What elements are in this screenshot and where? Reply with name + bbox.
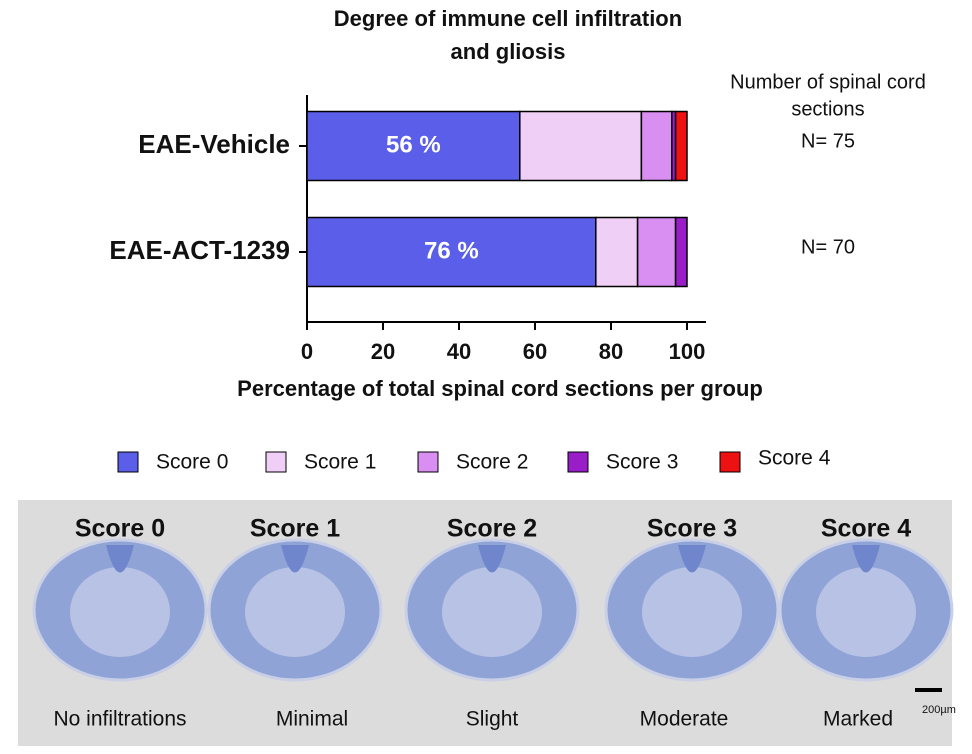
scale-label: 200µm	[922, 704, 956, 716]
x-tick-label: 60	[523, 339, 547, 364]
annotation: sections	[791, 98, 864, 120]
score-title: Score 1	[250, 515, 340, 543]
score-description: Slight	[466, 708, 519, 731]
section-horn	[678, 545, 706, 573]
legend-swatch	[117, 451, 139, 473]
y-tick-label: EAE-Vehicle	[138, 129, 290, 159]
section-inner	[442, 567, 542, 657]
bar-segment	[306, 110, 521, 182]
score-title: Score 2	[447, 515, 537, 543]
x-tick-label: 80	[599, 339, 623, 364]
section-horn	[281, 545, 309, 573]
legend-swatch	[417, 451, 439, 473]
x-tick-label: 20	[371, 339, 395, 364]
legend-label: Score 1	[304, 451, 376, 474]
section-horn	[106, 545, 134, 573]
data-label: 56 %	[386, 131, 441, 158]
bar-segment	[306, 216, 597, 288]
bar-segment	[636, 216, 677, 288]
section-inner	[70, 567, 170, 657]
score-title: Score 0	[75, 515, 165, 543]
section-inner	[816, 567, 916, 657]
n-label: N= 70	[801, 236, 855, 258]
score-description: No infiltrations	[53, 708, 186, 731]
section-horn	[478, 545, 506, 573]
bar-segment	[519, 110, 643, 182]
legend-label: Score 4	[758, 447, 831, 470]
x-axis-label: Percentage of total spinal cord sections…	[237, 376, 763, 401]
chart-title: Degree of immune cell infiltration	[334, 6, 682, 31]
data-label: 76 %	[424, 237, 479, 264]
legend-label: Score 2	[456, 451, 528, 474]
score-title: Score 4	[821, 515, 911, 543]
legend-label: Score 3	[606, 451, 678, 474]
bar-segment	[674, 110, 688, 182]
x-tick-label: 0	[301, 339, 313, 364]
section-horn	[852, 545, 880, 573]
bar-segment	[640, 110, 673, 182]
legend-label: Score 0	[156, 451, 228, 474]
score-description: Minimal	[276, 708, 348, 731]
legend-swatch	[719, 451, 741, 473]
section-inner	[642, 567, 742, 657]
annotation: Number of spinal cord	[730, 71, 926, 93]
legend-swatch	[265, 451, 287, 473]
section-inner	[245, 567, 345, 657]
y-tick-label: EAE-ACT-1239	[109, 235, 290, 265]
bar-segment	[595, 216, 639, 288]
n-label: N= 75	[801, 130, 855, 152]
score-description: Moderate	[640, 708, 729, 731]
x-tick-label: 40	[447, 339, 471, 364]
x-tick-label: 100	[669, 339, 706, 364]
legend-swatch	[567, 451, 589, 473]
score-title: Score 3	[647, 515, 737, 543]
score-description: Marked	[823, 708, 893, 731]
bar-segment	[674, 216, 688, 288]
chart-title: and gliosis	[451, 39, 566, 64]
